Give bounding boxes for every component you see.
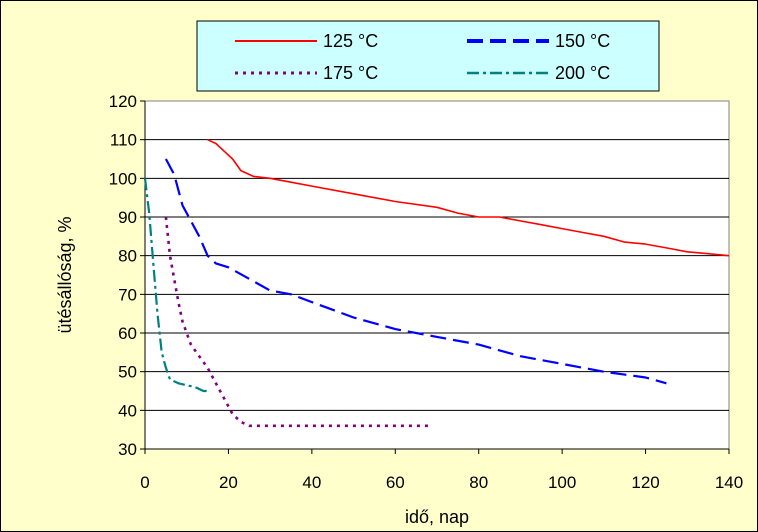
y-tick-label: 90 [118, 208, 137, 227]
y-tick-label: 70 [118, 285, 137, 304]
legend-label-2: 150 °C [555, 31, 610, 51]
legend-label-4: 200 °C [555, 63, 610, 83]
x-tick-label: 0 [140, 473, 149, 492]
x-tick-label: 20 [219, 473, 238, 492]
series-line-3 [164, 216, 433, 428]
legend-label-1: 125 °C [323, 31, 378, 51]
series-lines [143, 138, 730, 428]
y-axis-ticks: 30 40 50 60 70 80 90 100 110 120 [109, 92, 145, 459]
x-tick-label: 120 [631, 473, 659, 492]
y-tick-label: 120 [109, 92, 137, 111]
legend-label-3: 175 °C [323, 63, 378, 83]
x-axis-ticks: 0 20 40 60 80 100 120 140 [140, 449, 743, 492]
y-axis-title: ütésállóság, % [55, 216, 75, 333]
x-axis-title: idő, nap [405, 507, 469, 527]
y-tick-label: 100 [109, 169, 137, 188]
legend-box [196, 20, 660, 92]
legend: 125 °C 150 °C 175 °C 200 °C [235, 31, 610, 83]
y-tick-label: 60 [118, 324, 137, 343]
gridlines [144, 101, 729, 450]
y-tick-label: 30 [118, 440, 137, 459]
y-tick-label: 110 [110, 131, 137, 150]
series-line-1 [207, 138, 730, 257]
series-line-4 [143, 178, 208, 393]
x-tick-label: 140 [715, 473, 743, 492]
y-tick-label: 50 [118, 363, 137, 382]
x-tick-label: 100 [548, 473, 576, 492]
plot-area [144, 100, 730, 450]
series-line-2 [164, 158, 667, 385]
y-tick-label: 80 [118, 247, 137, 266]
y-tick-label: 40 [118, 401, 137, 420]
x-tick-label: 60 [386, 473, 405, 492]
x-tick-label: 40 [302, 473, 321, 492]
x-tick-label: 80 [469, 473, 488, 492]
